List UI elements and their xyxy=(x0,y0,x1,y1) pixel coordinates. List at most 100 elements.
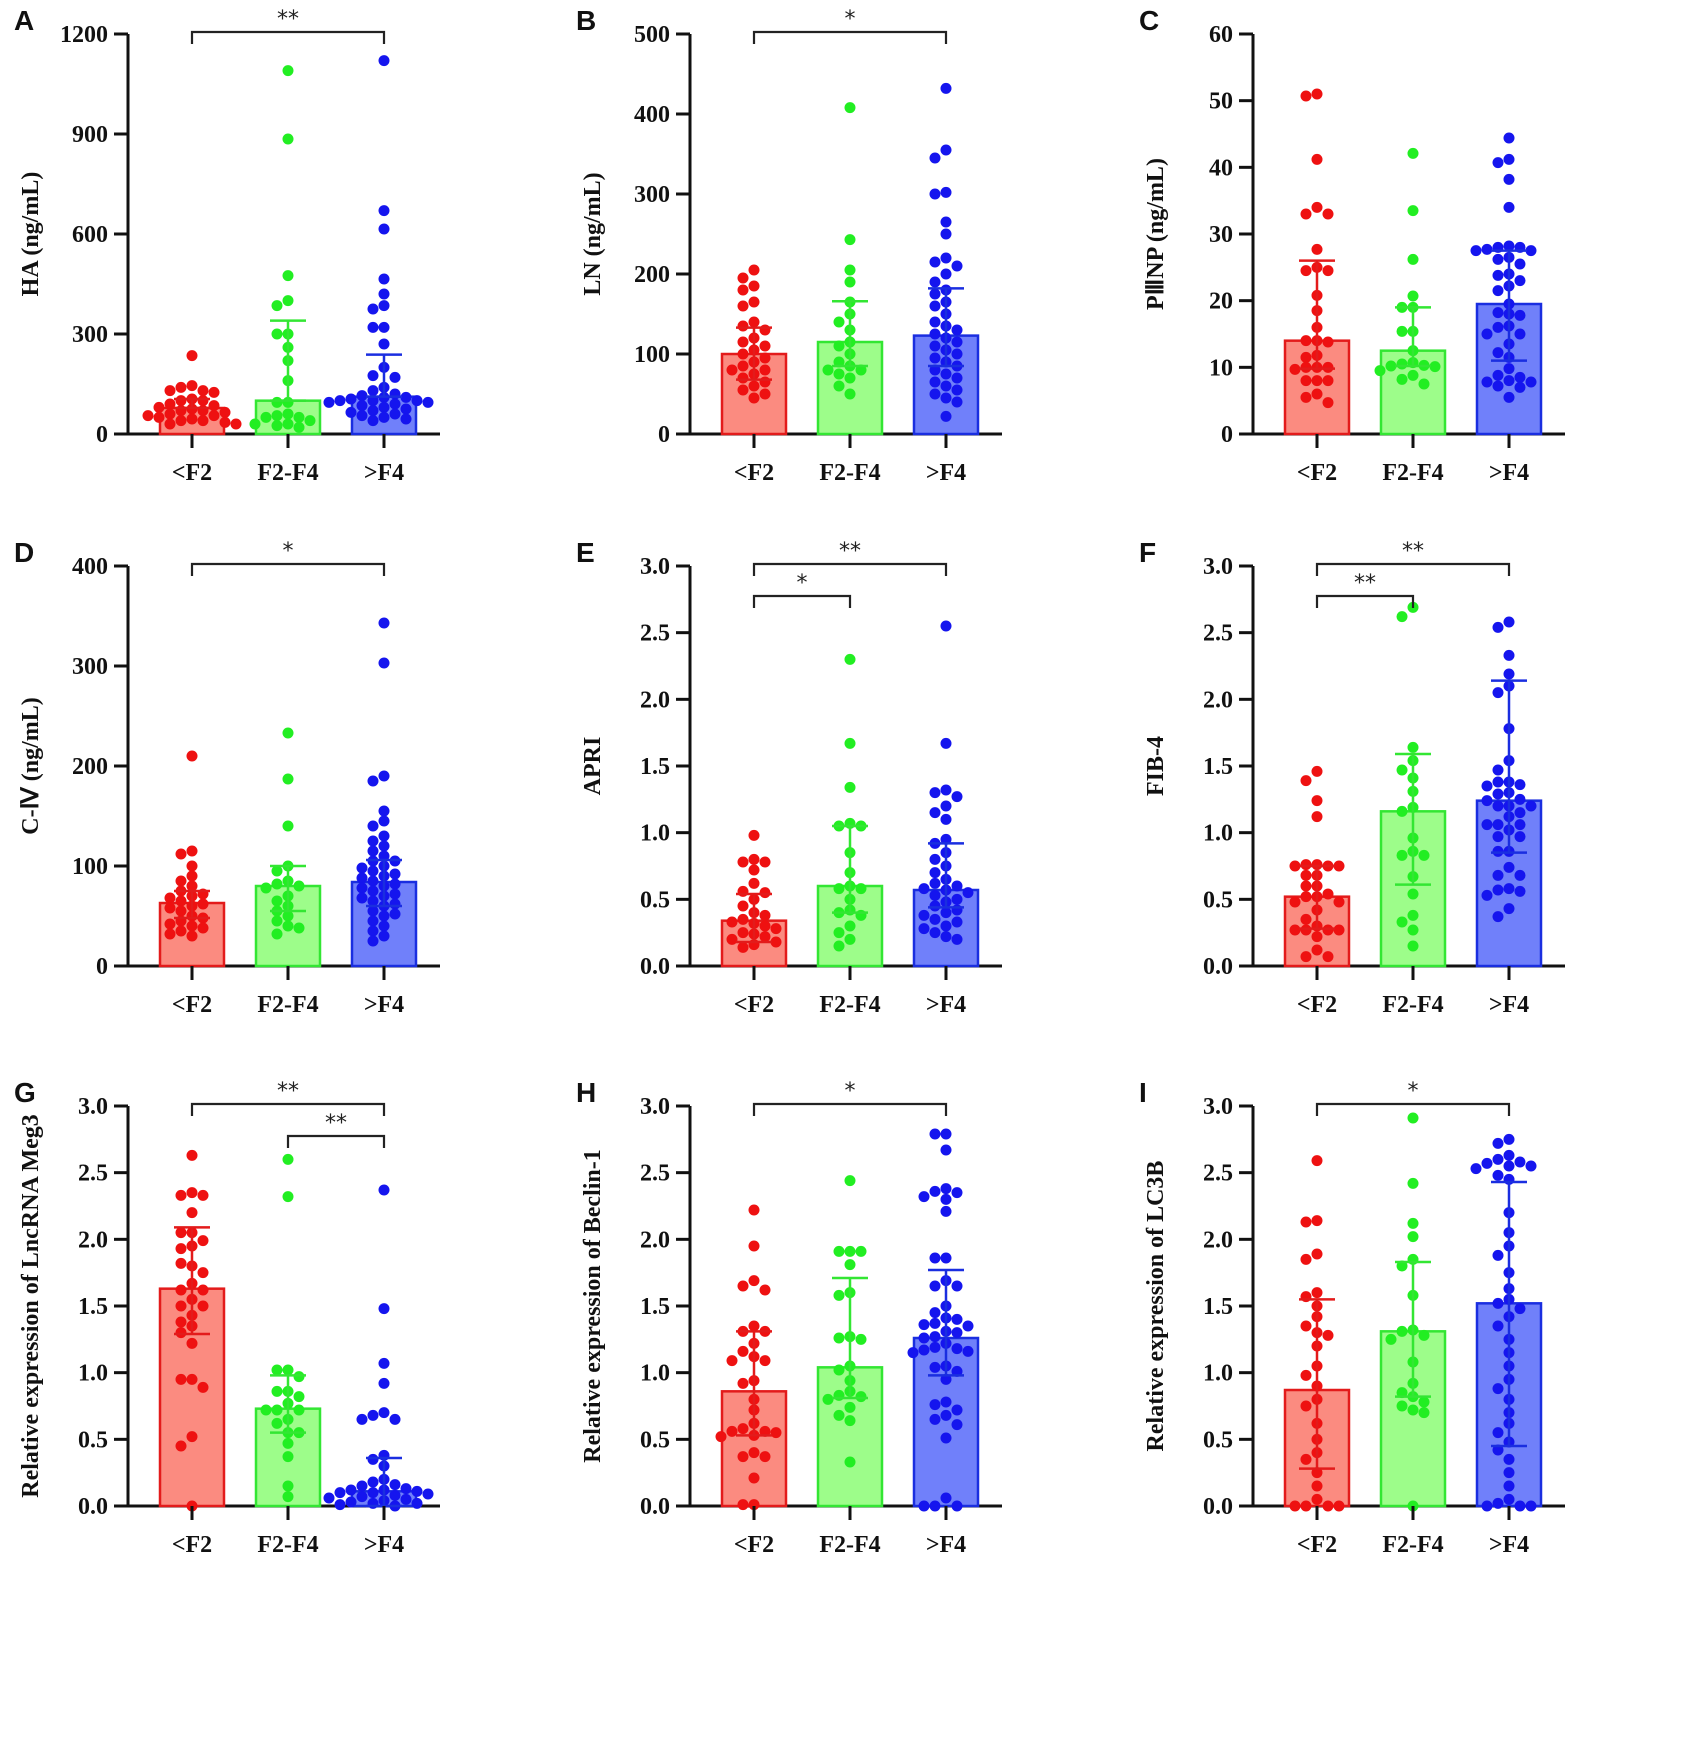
data-point xyxy=(833,1289,845,1301)
data-point xyxy=(1514,1303,1526,1315)
y-tick-label: 0.0 xyxy=(640,1494,670,1520)
significance-label: * xyxy=(845,7,856,32)
data-point xyxy=(844,781,856,793)
data-point xyxy=(304,415,316,427)
data-point xyxy=(345,1484,357,1496)
y-tick-label: 100 xyxy=(72,854,108,880)
x-tick-label: F2-F4 xyxy=(819,1532,880,1558)
x-tick-label: F2-F4 xyxy=(1382,460,1443,486)
data-point xyxy=(1503,201,1515,213)
y-tick-label: 900 xyxy=(72,122,108,148)
data-point xyxy=(186,1149,198,1161)
significance-label: ** xyxy=(839,539,861,564)
data-point xyxy=(1333,1500,1345,1512)
y-tick-label: 0.5 xyxy=(78,1427,108,1453)
y-tick-label: 0.5 xyxy=(1203,1427,1233,1453)
data-point xyxy=(1311,765,1323,777)
y-tick-label: 2.0 xyxy=(640,687,670,713)
data-point xyxy=(367,1487,379,1499)
data-point xyxy=(186,880,198,892)
data-point xyxy=(737,300,749,312)
x-tick-label: <F2 xyxy=(172,992,212,1018)
data-point xyxy=(164,385,176,397)
data-point xyxy=(833,340,845,352)
y-tick-label: 30 xyxy=(1209,222,1233,248)
data-point xyxy=(1418,1407,1430,1419)
data-point xyxy=(737,1280,749,1292)
data-point xyxy=(1311,1215,1323,1227)
y-tick-label: 0 xyxy=(658,422,670,448)
data-point xyxy=(1289,924,1301,936)
y-tick-label: 300 xyxy=(72,322,108,348)
data-point xyxy=(951,933,963,945)
data-point xyxy=(737,384,749,396)
y-tick-label: 3.0 xyxy=(1203,554,1233,580)
data-point xyxy=(282,820,294,832)
data-point xyxy=(1514,381,1526,393)
data-point xyxy=(1322,1329,1334,1341)
panel-D: D C-Ⅳ (ng/mL) 0 100 200 300 400 <F2 F2-F4 >F4 * xyxy=(0,532,562,1114)
data-point xyxy=(389,888,401,900)
data-point xyxy=(378,205,390,217)
data-point xyxy=(175,1316,187,1328)
y-tick-label: 1.0 xyxy=(1203,1361,1233,1387)
data-point xyxy=(282,270,294,282)
data-point xyxy=(1492,1320,1504,1332)
data-point xyxy=(1492,285,1504,297)
data-point xyxy=(400,403,412,415)
x-tick-label: F2-F4 xyxy=(819,460,880,486)
data-point xyxy=(1429,361,1441,373)
data-point xyxy=(1300,891,1312,903)
significance-label: ** xyxy=(1402,539,1424,564)
data-point xyxy=(378,1377,390,1389)
data-point xyxy=(282,65,294,77)
data-point xyxy=(1492,1137,1504,1149)
data-point xyxy=(951,1500,963,1512)
data-point xyxy=(759,887,771,899)
data-point xyxy=(907,1347,919,1359)
data-point xyxy=(1396,373,1408,385)
data-point xyxy=(737,856,749,868)
data-point xyxy=(367,1476,379,1488)
data-point xyxy=(1492,1383,1504,1395)
data-point xyxy=(1481,1157,1493,1169)
data-point xyxy=(1311,795,1323,807)
data-point xyxy=(1503,649,1515,661)
data-point xyxy=(175,1189,187,1201)
data-point xyxy=(1492,1153,1504,1165)
significance-bracket xyxy=(190,562,386,576)
data-point xyxy=(940,620,952,632)
data-point xyxy=(748,1447,760,1459)
data-point xyxy=(378,920,390,932)
data-point xyxy=(422,396,434,408)
data-point xyxy=(929,316,941,328)
panel-label: I xyxy=(1139,1077,1147,1108)
data-point xyxy=(844,234,856,246)
x-tick-label: F2-F4 xyxy=(257,992,318,1018)
data-point xyxy=(833,1245,845,1257)
data-point xyxy=(918,1500,930,1512)
data-point xyxy=(929,1399,941,1411)
panel-label: H xyxy=(576,1077,596,1108)
data-point xyxy=(1322,265,1334,277)
data-point xyxy=(208,410,220,422)
data-point xyxy=(918,1344,930,1356)
y-tick-label: 1.5 xyxy=(78,1294,108,1320)
data-point xyxy=(282,1153,294,1165)
data-point xyxy=(175,925,187,937)
chart-D: D C-Ⅳ (ng/mL) 0 100 200 300 400 <F2 F2-F4 >F4 * xyxy=(14,537,440,1018)
significance-bracket xyxy=(286,1134,386,1148)
data-point xyxy=(951,336,963,348)
y-tick-label: 1.5 xyxy=(640,754,670,780)
y-tick-label: 100 xyxy=(634,342,670,368)
data-point xyxy=(929,1341,941,1353)
panel-F: F FIB-4 0.0 0.5 1.0 1.5 2.0 2.5 3.0 <F2 F2-F4 >F4 **… xyxy=(1125,532,1687,1114)
data-point xyxy=(770,1427,782,1439)
x-tick-label: F2-F4 xyxy=(1382,992,1443,1018)
data-point xyxy=(367,885,379,897)
significance-bracket xyxy=(190,1102,386,1116)
y-tick-label: 0.5 xyxy=(640,887,670,913)
data-point xyxy=(748,1472,760,1484)
data-point xyxy=(962,1320,974,1332)
data-point xyxy=(356,862,368,874)
